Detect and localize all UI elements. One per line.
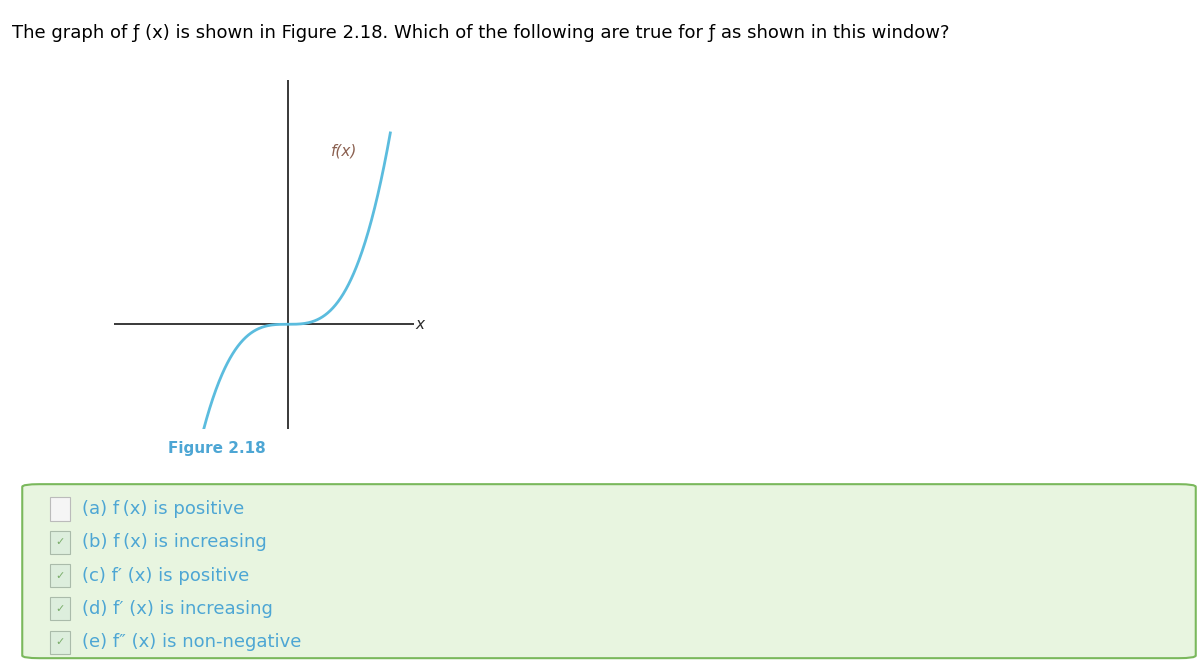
Text: (e) f″ (x) is non-negative: (e) f″ (x) is non-negative — [82, 633, 301, 651]
Bar — [49, 564, 71, 587]
Bar — [49, 598, 71, 620]
Text: (b) f (x) is increasing: (b) f (x) is increasing — [82, 533, 266, 551]
Text: (a) f (x) is positive: (a) f (x) is positive — [82, 500, 244, 518]
Text: ✓: ✓ — [55, 637, 65, 647]
Text: ✓: ✓ — [55, 604, 65, 614]
Bar — [49, 630, 71, 654]
Text: f(x): f(x) — [331, 144, 358, 159]
Bar — [49, 498, 71, 521]
Bar — [49, 531, 71, 554]
Text: ✓: ✓ — [55, 537, 65, 547]
Text: x: x — [415, 317, 425, 332]
FancyBboxPatch shape — [23, 484, 1195, 658]
Text: ✓: ✓ — [55, 571, 65, 581]
Text: (d) f′ (x) is increasing: (d) f′ (x) is increasing — [82, 600, 272, 618]
Text: Figure 2.18: Figure 2.18 — [168, 442, 265, 456]
Text: The graph of ƒ (x) is shown in Figure 2.18. Which of the following are true for : The graph of ƒ (x) is shown in Figure 2.… — [12, 25, 949, 42]
Text: (c) f′ (x) is positive: (c) f′ (x) is positive — [82, 567, 250, 585]
